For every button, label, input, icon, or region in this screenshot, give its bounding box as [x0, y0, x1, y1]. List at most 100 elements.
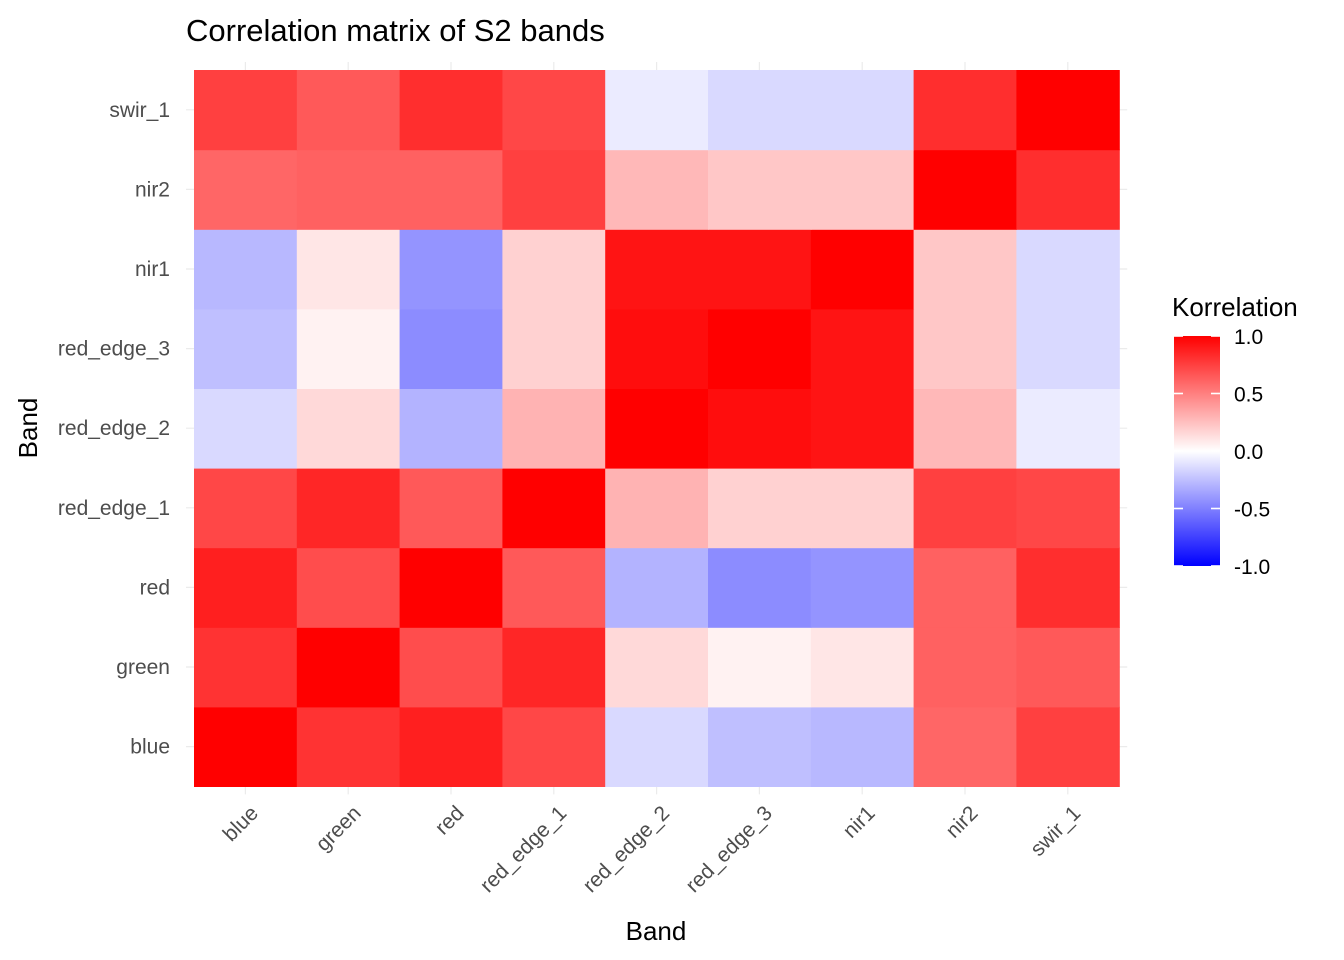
- heatmap-cell-blue-red_edge_3: [194, 308, 298, 389]
- heatmap-cell-swir_1-red_edge_3: [1016, 308, 1120, 389]
- heatmap-cell-red_edge_1-blue: [502, 706, 606, 787]
- heatmap-cell-swir_1-swir_1: [1016, 70, 1120, 151]
- heatmap-cell-blue-red: [194, 547, 298, 628]
- heatmap-cell-nir2-nir1: [913, 229, 1017, 310]
- heatmap-cell-green-nir2: [296, 149, 401, 230]
- heatmap-cell-red_edge_1-red: [502, 547, 606, 628]
- heatmap-cell-green-red_edge_3: [296, 308, 401, 389]
- heatmap-cell-red-blue: [399, 706, 503, 787]
- heatmap-cell-red_edge_2-red: [605, 547, 709, 628]
- heatmap-cell-swir_1-nir2: [1016, 149, 1120, 230]
- heatmap-cell-green-green: [296, 627, 401, 708]
- x-tick-label-blue: blue: [219, 802, 263, 846]
- heatmap-cell-red_edge_3-red_edge_2: [708, 388, 812, 469]
- legend-ticks: 1.0 0.5 0.0 -0.5 -1.0: [1174, 326, 1270, 579]
- heatmap-cell-nir1-nir1: [810, 229, 915, 310]
- color-legend: Korrelation 1.0 0.5 0.0 -0.5 -1.0: [1172, 292, 1298, 579]
- heatmap-cell-red_edge_3-swir_1: [708, 70, 812, 151]
- heatmap-cell-green-nir1: [296, 229, 401, 310]
- heatmap-cell-nir1-blue: [810, 706, 915, 787]
- heatmap-cell-swir_1-blue: [1016, 706, 1120, 787]
- x-tick-label-nir1: nir1: [839, 802, 880, 843]
- heatmap-cell-red_edge_3-nir2: [708, 149, 812, 230]
- heatmap-cell-nir2-green: [913, 627, 1017, 708]
- heatmap-cell-red-nir2: [399, 149, 503, 230]
- y-axis-title: Band: [13, 398, 43, 459]
- heatmap-cell-blue-nir2: [194, 149, 298, 230]
- heatmap-cell-red-red_edge_1: [399, 468, 503, 549]
- legend-tick-label: -1.0: [1234, 556, 1270, 579]
- heatmap-cell-red_edge_2-nir2: [605, 149, 709, 230]
- heatmap-cell-red_edge_3-green: [708, 627, 812, 708]
- heatmap-cell-red-green: [399, 627, 503, 708]
- heatmap-cell-nir1-swir_1: [810, 70, 915, 151]
- y-tick-label-red_edge_2: red_edge_2: [58, 417, 170, 440]
- x-tick-label-red_edge_2: red_edge_2: [579, 802, 675, 898]
- heatmap-cell-red_edge_2-red_edge_3: [605, 308, 709, 389]
- heatmap-cell-red-red_edge_2: [399, 388, 503, 469]
- heatmap-cells: [194, 70, 1120, 787]
- heatmap-cell-nir2-red_edge_2: [913, 388, 1017, 469]
- legend-title: Korrelation: [1172, 292, 1298, 322]
- heatmap-cell-nir2-red_edge_3: [913, 308, 1017, 389]
- heatmap-cell-nir2-swir_1: [913, 70, 1017, 151]
- chart-title: Correlation matrix of S2 bands: [186, 13, 605, 48]
- heatmap-cell-red-red_edge_3: [399, 308, 503, 389]
- heatmap-cell-red_edge_2-red_edge_2: [605, 388, 709, 469]
- heatmap-cell-nir2-red_edge_1: [913, 468, 1017, 549]
- y-tick-label-green: green: [116, 656, 170, 679]
- y-axis-tick-labels: blue green red red_edge_1 red_edge_2 red_edge…: [58, 99, 170, 759]
- heatmap-cell-red_edge_2-swir_1: [605, 70, 709, 151]
- y-tick-label-swir_1: swir_1: [109, 99, 170, 122]
- heatmap-cell-red_edge_2-nir1: [605, 229, 709, 310]
- heatmap-cell-green-swir_1: [296, 70, 401, 151]
- x-axis-tick-labels: blue green red red_edge_1 red_edge_2 red_edge…: [219, 802, 1086, 898]
- heatmap-cell-blue-nir1: [194, 229, 298, 310]
- heatmap-cell-red_edge_3-blue: [708, 706, 812, 787]
- heatmap-cell-nir1-nir2: [810, 149, 915, 230]
- x-tick-label-nir2: nir2: [942, 802, 983, 843]
- heatmap-cell-green-blue: [296, 706, 401, 787]
- heatmap-cell-green-red_edge_2: [296, 388, 401, 469]
- heatmap-cell-swir_1-red_edge_2: [1016, 388, 1120, 469]
- heatmap-cell-red-swir_1: [399, 70, 503, 151]
- heatmap-cell-red_edge_1-nir1: [502, 229, 606, 310]
- x-axis-title: Band: [626, 916, 687, 946]
- heatmap-cell-nir1-red_edge_2: [810, 388, 915, 469]
- y-tick-label-red_edge_3: red_edge_3: [58, 338, 170, 361]
- heatmap-cell-red_edge_1-nir2: [502, 149, 606, 230]
- y-tick-label-blue: blue: [130, 736, 170, 759]
- heatmap-cell-red_edge_3-red: [708, 547, 812, 628]
- heatmap-cell-red_edge_1-red_edge_3: [502, 308, 606, 389]
- y-tick-label-red_edge_1: red_edge_1: [58, 497, 170, 520]
- heatmap-cell-red_edge_1-swir_1: [502, 70, 606, 151]
- y-tick-label-nir1: nir1: [135, 258, 170, 281]
- x-tick-label-green: green: [311, 802, 365, 856]
- heatmap-cell-blue-green: [194, 627, 298, 708]
- heatmap-cell-blue-red_edge_1: [194, 468, 298, 549]
- y-tick-label-nir2: nir2: [135, 178, 170, 201]
- heatmap-cell-red_edge_2-blue: [605, 706, 709, 787]
- heatmap-cell-red_edge_2-green: [605, 627, 709, 708]
- y-tick-label-red: red: [140, 576, 170, 599]
- x-tick-label-swir_1: swir_1: [1026, 802, 1085, 861]
- x-tick-label-red_edge_1: red_edge_1: [476, 802, 572, 898]
- heatmap-cell-red_edge_3-red_edge_1: [708, 468, 812, 549]
- heatmap-cell-swir_1-green: [1016, 627, 1120, 708]
- heatmap-cell-nir2-nir2: [913, 149, 1017, 230]
- heatmap-cell-green-red_edge_1: [296, 468, 401, 549]
- legend-tick-label: 0.5: [1234, 384, 1263, 407]
- heatmap-cell-blue-swir_1: [194, 70, 298, 151]
- x-tick-label-red_edge_3: red_edge_3: [681, 802, 777, 898]
- heatmap-cell-red_edge_1-red_edge_2: [502, 388, 606, 469]
- heatmap-cell-nir1-green: [810, 627, 915, 708]
- heatmap-cell-nir1-red_edge_1: [810, 468, 915, 549]
- heatmap-cell-red_edge_1-red_edge_1: [502, 468, 606, 549]
- heatmap-cell-swir_1-nir1: [1016, 229, 1120, 310]
- heatmap-cell-red_edge_3-red_edge_3: [708, 308, 812, 389]
- x-tick-label-red: red: [431, 802, 469, 840]
- heatmap-cell-swir_1-red: [1016, 547, 1120, 628]
- legend-tick-label: -0.5: [1234, 499, 1270, 522]
- heatmap-cell-blue-red_edge_2: [194, 388, 298, 469]
